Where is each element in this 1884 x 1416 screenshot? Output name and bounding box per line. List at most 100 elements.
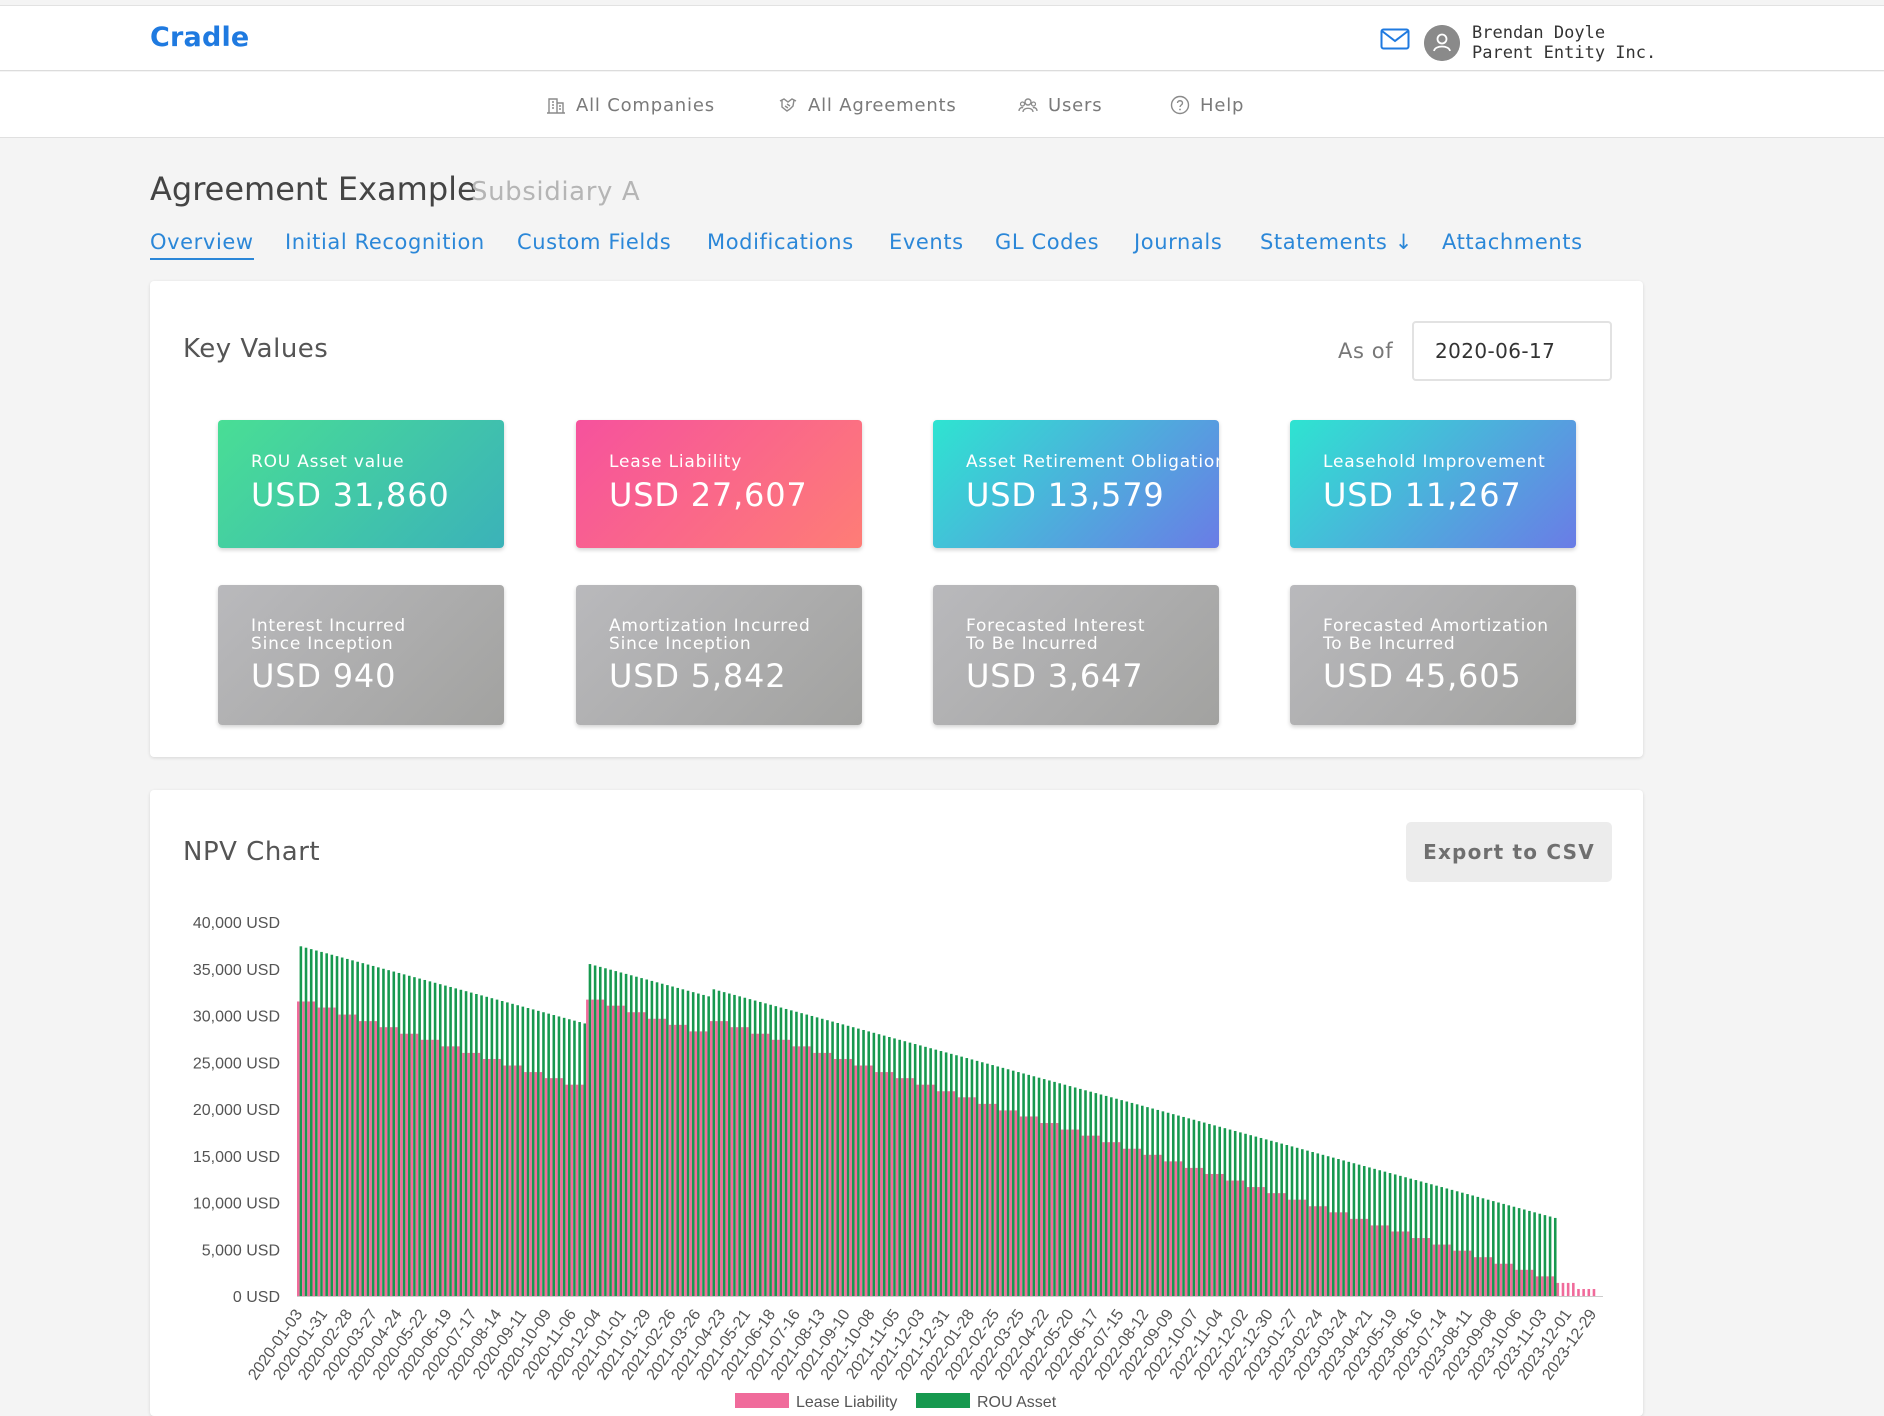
bar-lease-liability — [1515, 1269, 1518, 1296]
bar-lease-liability — [900, 1078, 904, 1296]
bar-lease-liability — [864, 1065, 868, 1296]
bar-rou-asset — [1419, 1181, 1423, 1296]
bar-lease-liability — [374, 1021, 378, 1296]
top-bar: Cradle Brendan Doyle Parent Entity Inc. — [0, 5, 1884, 71]
bar-lease-liability — [1437, 1244, 1441, 1296]
bar-rou-asset — [1130, 1102, 1134, 1296]
bar-rou-asset — [1104, 1095, 1108, 1296]
bar-rou-asset — [552, 1015, 556, 1296]
bar-rou-asset — [1120, 1100, 1123, 1296]
kv-card-rou-asset-value: ROU Asset value USD 31,860 — [218, 420, 504, 548]
y-tick-label: 35,000 USD — [193, 962, 280, 979]
bar-lease-liability — [627, 1012, 630, 1296]
user-name[interactable]: Brendan Doyle — [1472, 23, 1606, 43]
bar-rou-asset — [1404, 1177, 1407, 1296]
bar-rou-asset — [789, 1010, 793, 1296]
bar-lease-liability — [828, 1052, 832, 1296]
nav-all-agreements[interactable]: All Agreements — [778, 92, 957, 118]
bar-rou-asset — [1202, 1122, 1206, 1296]
tab-modifications[interactable]: Modifications — [707, 230, 854, 254]
tab-statements[interactable]: Statements ↓ — [1260, 230, 1413, 254]
bar-rou-asset — [598, 966, 602, 1296]
bar-lease-liability — [782, 1039, 785, 1296]
bar-lease-liability — [709, 1021, 713, 1296]
mail-icon[interactable] — [1380, 28, 1410, 50]
bar-rou-asset — [1290, 1146, 1294, 1296]
bar-rou-asset — [717, 990, 721, 1296]
bar-lease-liability — [1288, 1199, 1291, 1296]
bar-lease-liability — [740, 1027, 744, 1296]
bar-lease-liability — [400, 1033, 403, 1296]
bar-lease-liability — [482, 1058, 486, 1296]
bar-lease-liability — [1241, 1180, 1245, 1296]
bar-rou-asset — [676, 987, 679, 1296]
bar-lease-liability — [1055, 1123, 1059, 1296]
bar-lease-liability — [1386, 1225, 1389, 1296]
bar-lease-liability — [787, 1039, 790, 1296]
bar-rou-asset — [841, 1024, 845, 1296]
bar-rou-asset — [480, 995, 483, 1296]
tab-attachments[interactable]: Attachments — [1442, 230, 1583, 254]
tab-custom-fields[interactable]: Custom Fields — [517, 230, 672, 254]
tab-events[interactable]: Events — [889, 230, 964, 254]
tab-initial-recognition[interactable]: Initial Recognition — [285, 230, 485, 254]
bar-lease-liability — [317, 1007, 321, 1296]
bar-rou-asset — [340, 957, 344, 1296]
bar-lease-liability — [467, 1052, 470, 1296]
bar-lease-liability — [1262, 1187, 1265, 1296]
bar-rou-asset — [1073, 1087, 1077, 1296]
bar-rou-asset — [975, 1060, 979, 1296]
tab-gl-codes[interactable]: GL Codes — [995, 230, 1100, 254]
export-csv-button[interactable]: Export to CSV — [1406, 822, 1612, 882]
bar-lease-liability — [560, 1078, 563, 1296]
bar-rou-asset — [1497, 1202, 1500, 1296]
bar-rou-asset — [929, 1048, 932, 1296]
bar-rou-asset — [1533, 1212, 1536, 1296]
kv-value: USD 13,579 — [966, 476, 1165, 514]
bar-lease-liability — [818, 1052, 821, 1296]
nav-help[interactable]: Help — [1170, 92, 1244, 118]
bar-lease-liability — [1060, 1129, 1064, 1296]
bar-lease-liability — [730, 1027, 734, 1296]
bar-lease-liability — [1360, 1218, 1363, 1296]
bar-lease-liability — [410, 1033, 414, 1296]
bar-lease-liability — [1107, 1142, 1111, 1296]
bar-lease-liability — [1226, 1180, 1229, 1296]
bar-rou-asset — [908, 1042, 912, 1296]
bar-lease-liability — [575, 1084, 579, 1296]
bar-lease-liability — [549, 1078, 553, 1296]
kv-label: ROU Asset value — [251, 452, 405, 472]
bar-lease-liability — [673, 1024, 677, 1296]
bar-lease-liability — [911, 1078, 914, 1296]
bar-rou-asset — [1053, 1081, 1056, 1296]
bar-lease-liability — [1582, 1288, 1585, 1296]
nav-all-companies[interactable]: All Companies — [546, 92, 715, 118]
bar-rou-asset — [1110, 1097, 1113, 1296]
bar-lease-liability — [797, 1046, 801, 1296]
bar-lease-liability — [1195, 1167, 1198, 1296]
nav-users[interactable]: Users — [1018, 92, 1102, 118]
bar-lease-liability — [1406, 1231, 1410, 1296]
bar-rou-asset — [1089, 1091, 1092, 1296]
tab-overview[interactable]: Overview — [150, 230, 254, 260]
bar-rou-asset — [335, 956, 339, 1296]
bar-rou-asset — [831, 1021, 834, 1296]
bar-rou-asset — [1166, 1112, 1170, 1296]
bar-rou-asset — [392, 971, 396, 1296]
bar-lease-liability — [777, 1039, 780, 1296]
tab-journals[interactable]: Journals — [1134, 230, 1223, 254]
bar-rou-asset — [1295, 1147, 1299, 1296]
as-of-date-input[interactable] — [1412, 321, 1612, 381]
bar-rou-asset — [407, 975, 411, 1296]
bar-rou-asset — [604, 968, 607, 1296]
bar-lease-liability — [1422, 1238, 1425, 1296]
app-logo[interactable]: Cradle — [150, 22, 250, 53]
bar-lease-liability — [534, 1072, 538, 1296]
bar-lease-liability — [999, 1110, 1002, 1296]
kv-label: Leasehold Improvement — [1323, 452, 1546, 472]
bar-lease-liability — [725, 1021, 729, 1296]
bar-rou-asset — [1368, 1167, 1371, 1296]
bar-rou-asset — [1249, 1135, 1252, 1296]
avatar-icon[interactable] — [1424, 25, 1460, 61]
bar-rou-asset — [1161, 1111, 1165, 1296]
